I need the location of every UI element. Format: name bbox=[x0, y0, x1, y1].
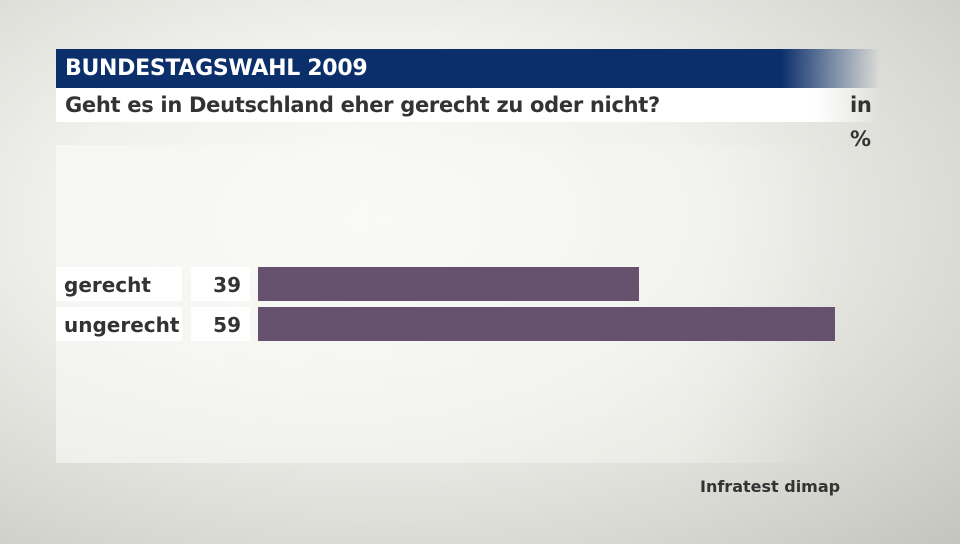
value-label: 39 bbox=[191, 267, 250, 301]
unit-label: in % bbox=[850, 93, 872, 151]
chart-question: Geht es in Deutschland eher gerecht zu o… bbox=[65, 93, 660, 117]
source-label: Infratest dimap bbox=[700, 477, 841, 496]
bar bbox=[258, 307, 835, 341]
bar bbox=[258, 267, 640, 301]
category-label: ungerecht bbox=[56, 307, 182, 341]
header-banner: BUNDESTAGSWAHL 2009 bbox=[56, 49, 880, 88]
chart-panel bbox=[56, 145, 826, 463]
category-label: gerecht bbox=[56, 267, 182, 301]
subtitle-bar: Geht es in Deutschland eher gerecht zu o… bbox=[56, 88, 880, 151]
header-title: BUNDESTAGSWAHL 2009 bbox=[65, 56, 368, 81]
value-label: 59 bbox=[191, 307, 250, 341]
